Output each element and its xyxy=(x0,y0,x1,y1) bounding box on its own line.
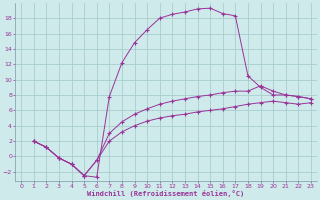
X-axis label: Windchill (Refroidissement éolien,°C): Windchill (Refroidissement éolien,°C) xyxy=(87,190,244,197)
